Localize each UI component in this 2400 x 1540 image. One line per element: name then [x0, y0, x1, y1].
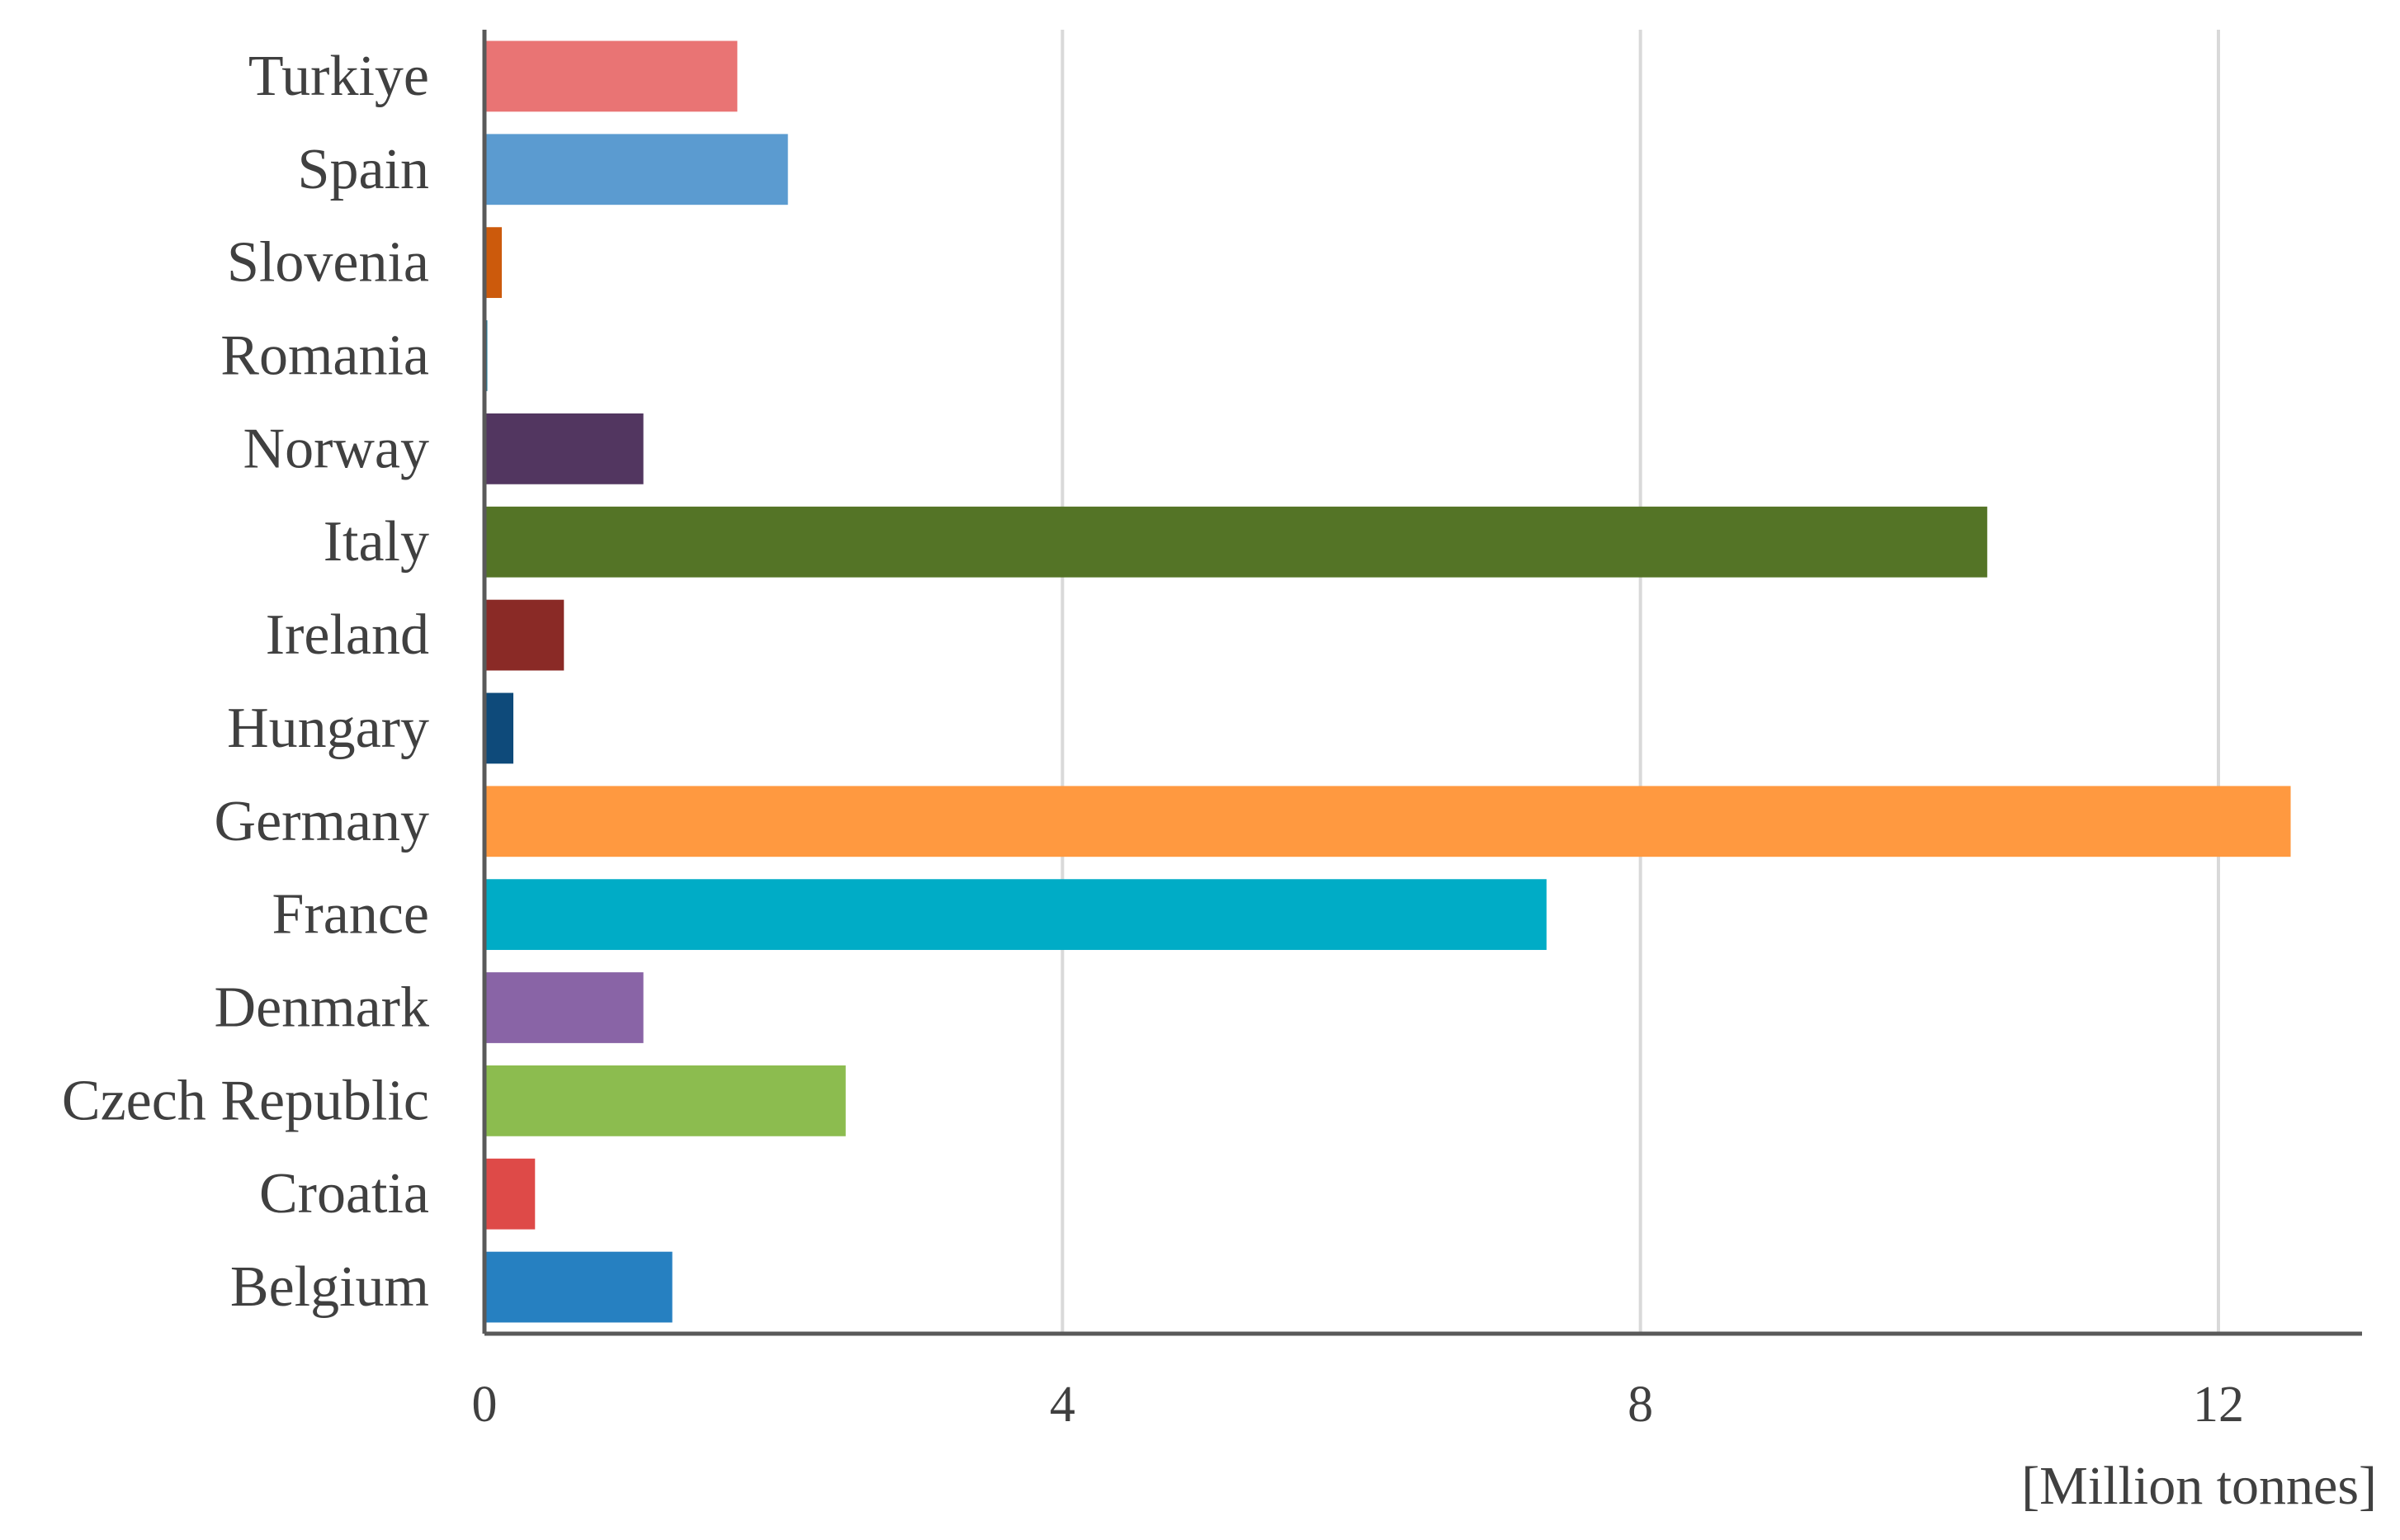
- bar-belgium: [484, 1251, 673, 1323]
- category-label-slovenia: Slovenia: [227, 231, 429, 295]
- x-tick-label-8: 8: [1628, 1377, 1653, 1433]
- bar-spain: [484, 134, 788, 205]
- category-label-romania: Romania: [220, 324, 429, 388]
- bar-norway: [484, 413, 644, 484]
- bar-slovenia: [484, 227, 503, 299]
- x-tick-label-4: 4: [1050, 1377, 1075, 1433]
- category-label-ireland: Ireland: [266, 603, 429, 667]
- axes: [482, 30, 2362, 1336]
- category-label-turkiye: Turkiye: [248, 45, 429, 108]
- bar-czech-republic: [484, 1065, 846, 1136]
- category-label-czech-republic: Czech Republic: [62, 1069, 429, 1132]
- category-label-belgium: Belgium: [230, 1255, 429, 1319]
- bar-germany: [484, 786, 2291, 857]
- bar-ireland: [484, 599, 565, 671]
- category-label-denmark: Denmark: [215, 976, 429, 1040]
- category-label-germany: Germany: [215, 790, 429, 853]
- bar-denmark: [484, 972, 644, 1043]
- category-label-norway: Norway: [243, 417, 429, 480]
- bars: [484, 40, 2291, 1323]
- category-label-hungary: Hungary: [227, 697, 429, 760]
- x-axis-unit-label: [Million tonnes]: [2021, 1456, 2377, 1516]
- gridlines: [1061, 30, 2220, 1334]
- category-label-croatia: Croatia: [259, 1162, 429, 1226]
- bar-croatia: [484, 1158, 536, 1230]
- x-tick-label-0: 0: [472, 1377, 498, 1433]
- category-label-spain: Spain: [298, 138, 429, 201]
- bar-hungary: [484, 692, 514, 764]
- x-tick-labels: 0 4 8 12: [472, 1377, 2245, 1433]
- bar-turkiye: [484, 40, 738, 112]
- category-label-italy: Italy: [324, 510, 429, 574]
- category-labels: Turkiye Spain Slovenia Romania Norway Italy Ir…: [62, 45, 429, 1319]
- bar-italy: [484, 506, 1987, 578]
- bar-france: [484, 879, 1547, 951]
- category-label-france: France: [272, 883, 429, 947]
- x-tick-label-12: 12: [2193, 1377, 2244, 1433]
